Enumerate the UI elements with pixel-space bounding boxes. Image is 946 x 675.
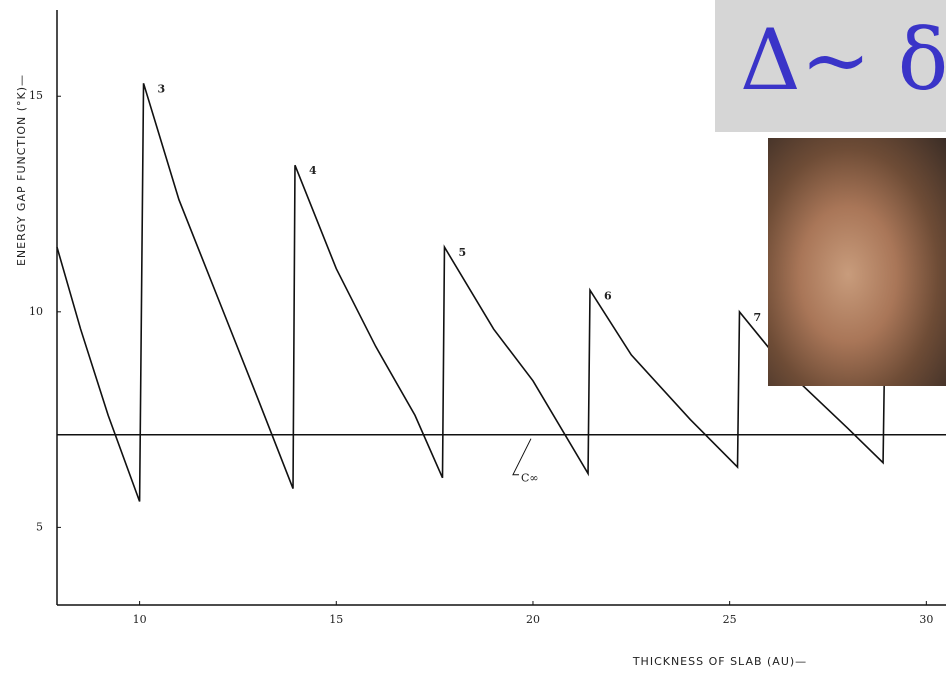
page: ENERGY GAP FUNCTION (°K)— THICKNESS OF S…	[0, 0, 946, 675]
reference-label: C∞	[521, 472, 539, 485]
peak-label: 6	[604, 289, 612, 302]
peak-label: 4	[309, 164, 317, 177]
x-axis-label: THICKNESS OF SLAB (AU)—	[632, 655, 807, 668]
x-tick-label: 15	[329, 613, 343, 626]
y-tick-label: 5	[36, 520, 43, 533]
y-axis-label: ENERGY GAP FUNCTION (°K)—	[15, 74, 28, 266]
y-tick-label: 10	[29, 305, 43, 318]
peak-label: 3	[158, 82, 166, 95]
peak-label: 7	[753, 311, 761, 324]
title: Δ~ δ	[740, 18, 946, 102]
reference-pointer	[513, 439, 531, 475]
x-tick-label: 25	[723, 613, 737, 626]
x-tick-label: 20	[526, 613, 540, 626]
peak-label: 5	[458, 246, 466, 259]
y-tick-label: 15	[29, 89, 43, 102]
x-tick-label: 30	[919, 613, 933, 626]
x-tick-label: 10	[133, 613, 147, 626]
portrait-photo	[768, 138, 946, 386]
